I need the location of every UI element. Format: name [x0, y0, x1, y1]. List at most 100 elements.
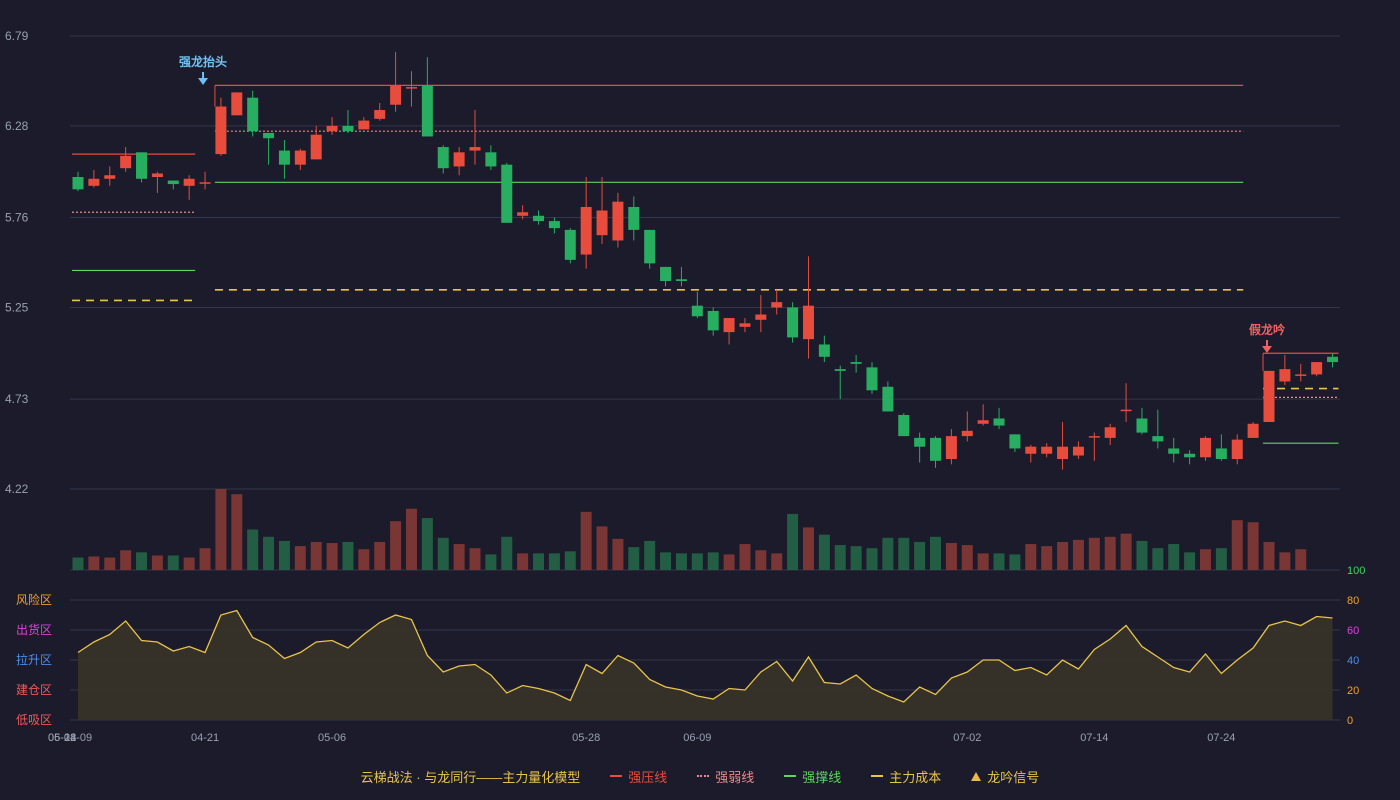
date-tick-label: 05-28	[572, 732, 600, 744]
volume-bar	[247, 529, 259, 570]
candle-body	[405, 87, 417, 89]
candle-body	[183, 178, 195, 186]
date-tick-label: 07-14	[1080, 732, 1108, 744]
legend: 云梯战法 · 与龙同行——主力量化模型 强压线 强弱线 强撑线 主力成本 龙吟信…	[0, 766, 1400, 786]
candle-body	[421, 85, 433, 137]
legend-label: 强撑线	[802, 769, 842, 785]
volume-bar	[199, 548, 211, 570]
legend-title: 云梯战法 · 与龙同行——主力量化模型	[360, 769, 581, 785]
volume-bar	[405, 508, 417, 570]
candle-body	[485, 152, 497, 167]
volume-bar	[993, 553, 1005, 570]
price-tick-label: 6.28	[5, 119, 29, 133]
date-tick-label: 04-09	[64, 732, 92, 744]
volume-bar	[866, 548, 878, 570]
price-tick-label: 4.73	[5, 392, 29, 406]
candle-body	[612, 201, 624, 241]
volume-bar	[136, 552, 148, 570]
volume-bar	[374, 541, 386, 570]
candle-body	[136, 152, 148, 179]
candle-body	[914, 437, 926, 447]
volume-bar	[263, 536, 275, 570]
signal-label: 假龙吟	[1249, 322, 1285, 337]
candle-body	[1184, 453, 1196, 458]
volume-bar	[151, 555, 163, 570]
candle-body	[167, 180, 179, 185]
zone-label: 低吸区	[16, 713, 52, 727]
candle-body	[342, 125, 354, 132]
candle-body	[580, 206, 592, 255]
volume-bar	[930, 536, 942, 570]
volume-bar	[501, 536, 513, 570]
candle-body	[993, 418, 1005, 426]
volume-bar	[675, 553, 687, 570]
volume-bar	[326, 543, 338, 570]
candle-body	[104, 175, 116, 179]
candle-body	[437, 147, 449, 169]
candle-body	[1231, 439, 1243, 460]
candle-body	[1168, 448, 1180, 454]
volume-bar	[485, 554, 497, 570]
candle-body	[945, 436, 957, 460]
volume-bar	[628, 547, 640, 570]
candle-body	[469, 147, 481, 151]
candle-body	[1136, 418, 1148, 433]
solid-line-icon	[610, 775, 623, 777]
candle-body	[707, 310, 719, 331]
volume-bar	[1168, 544, 1180, 570]
oscillator-panel	[77, 609, 1333, 720]
candle-body	[930, 437, 942, 461]
volume-bar	[1184, 552, 1196, 570]
osc-area	[78, 610, 1333, 720]
dashed-line-icon	[871, 775, 884, 777]
price-tick-label: 5.25	[5, 300, 29, 314]
volume-bar	[818, 534, 830, 570]
signal-label: 强龙抬头	[179, 54, 227, 69]
candle-body	[358, 120, 370, 130]
volume-bar	[1199, 549, 1211, 570]
zone-label: 建仓区	[16, 683, 52, 697]
candle-body	[802, 305, 814, 340]
volume-bar	[104, 557, 116, 570]
volume-bar	[437, 537, 449, 570]
candle-body	[326, 125, 338, 132]
candle-body	[755, 314, 767, 320]
candle-body	[961, 430, 973, 437]
volume-bar	[215, 489, 227, 570]
candle-body	[1088, 436, 1100, 438]
volume-bar	[707, 552, 719, 570]
candle-body	[1057, 446, 1069, 460]
candle-body	[1025, 446, 1037, 454]
candle-body	[1120, 409, 1132, 412]
volume-bar	[1263, 541, 1275, 570]
osc-tick-label: 80	[1347, 595, 1359, 607]
volume-bar	[231, 494, 243, 570]
candle-body	[628, 206, 640, 230]
candle-body	[898, 414, 910, 437]
candle-body	[977, 420, 989, 424]
volume-max-label: 100	[1347, 565, 1365, 577]
candle-body	[453, 152, 465, 167]
volume-bar	[1136, 540, 1148, 570]
volume-bar	[342, 541, 354, 570]
legend-label: 强压线	[628, 769, 668, 785]
legend-label: 强弱线	[715, 769, 755, 785]
volume-bar	[1009, 554, 1021, 570]
candle-body	[548, 221, 560, 229]
volume-bar	[1104, 536, 1116, 570]
price-tick-label: 6.79	[5, 29, 29, 43]
volume-bar	[453, 544, 465, 570]
candle-body	[1199, 437, 1211, 458]
volume-bar	[691, 553, 703, 570]
candle-body	[120, 155, 132, 169]
price-tick-label: 5.76	[5, 211, 29, 225]
candle-body	[1311, 362, 1323, 375]
volume-bar	[120, 550, 132, 570]
zone-label: 拉升区	[16, 652, 52, 667]
candle-body	[1104, 427, 1116, 438]
date-tick-label: 07-24	[1207, 732, 1235, 744]
candle-body	[1152, 436, 1164, 442]
price-tick-label: 4.22	[5, 482, 29, 496]
